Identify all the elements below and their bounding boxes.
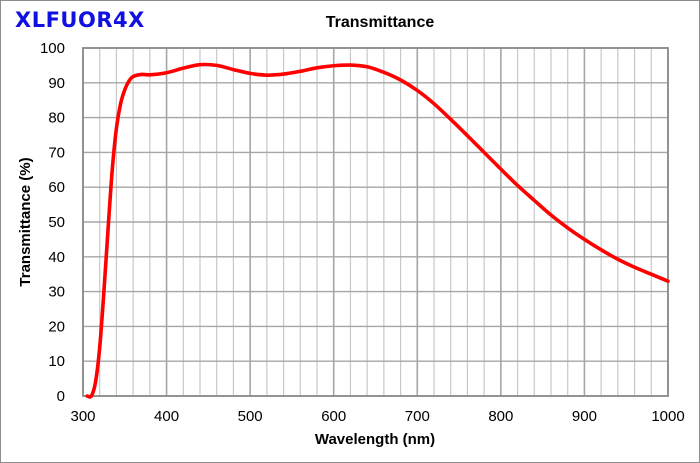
y-axis-ticks: 0 10 20 30 40 50 60 70 80 90 100 bbox=[40, 40, 65, 405]
y-tick-label: 0 bbox=[57, 388, 65, 405]
x-axis-label: Wavelength (nm) bbox=[315, 431, 435, 448]
y-tick-label: 30 bbox=[48, 284, 65, 301]
x-axis-ticks: 300 400 500 600 700 800 900 1000 bbox=[70, 408, 684, 425]
x-tick-label: 800 bbox=[488, 408, 513, 425]
y-tick-label: 90 bbox=[48, 75, 65, 92]
plot-grid bbox=[82, 47, 669, 397]
y-axis-label: Transmittance (%) bbox=[17, 157, 34, 286]
y-tick-label: 40 bbox=[48, 249, 65, 266]
product-name: XLFUOR4X bbox=[15, 8, 145, 32]
y-tick-label: 100 bbox=[40, 40, 65, 57]
x-tick-label: 500 bbox=[238, 408, 263, 425]
x-tick-label: 600 bbox=[321, 408, 346, 425]
y-tick-label: 80 bbox=[48, 110, 65, 127]
x-tick-label: 900 bbox=[572, 408, 597, 425]
y-tick-label: 70 bbox=[48, 144, 65, 161]
x-tick-label: 700 bbox=[405, 408, 430, 425]
plot-area-border bbox=[82, 47, 669, 397]
y-tick-label: 20 bbox=[48, 318, 65, 335]
transmittance-curve bbox=[85, 62, 670, 399]
y-tick-label: 50 bbox=[48, 214, 65, 231]
chart-title: Transmittance bbox=[325, 14, 435, 31]
x-tick-label: 1000 bbox=[651, 408, 684, 425]
y-tick-label: 10 bbox=[48, 353, 65, 370]
y-tick-label: 60 bbox=[48, 179, 65, 196]
x-tick-label: 300 bbox=[70, 408, 95, 425]
x-tick-label: 400 bbox=[154, 408, 179, 425]
